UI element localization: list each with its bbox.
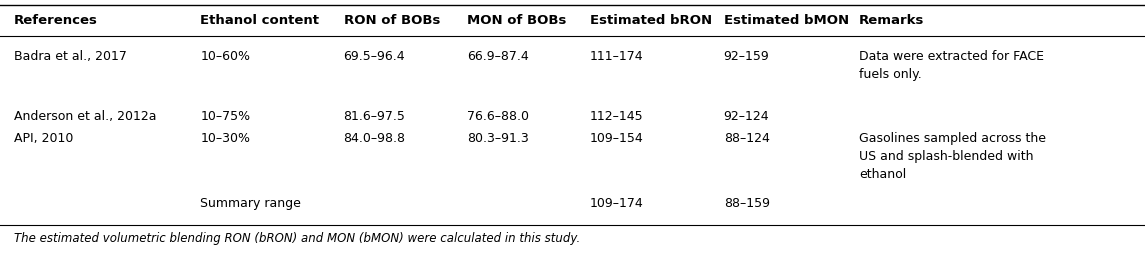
- Text: Remarks: Remarks: [859, 14, 924, 27]
- Text: Gasolines sampled across the
US and splash-blended with
ethanol: Gasolines sampled across the US and spla…: [859, 132, 1045, 181]
- Text: References: References: [14, 14, 97, 27]
- Text: 109–154: 109–154: [590, 132, 643, 145]
- Text: 112–145: 112–145: [590, 110, 643, 123]
- Text: 81.6–97.5: 81.6–97.5: [344, 110, 405, 123]
- Text: 88–124: 88–124: [724, 132, 769, 145]
- Text: 10–60%: 10–60%: [200, 50, 251, 63]
- Text: Ethanol content: Ethanol content: [200, 14, 319, 27]
- Text: The estimated volumetric blending RON (bRON) and MON (bMON) were calculated in t: The estimated volumetric blending RON (b…: [14, 232, 581, 245]
- Text: MON of BOBs: MON of BOBs: [467, 14, 567, 27]
- Text: Anderson et al., 2012a: Anderson et al., 2012a: [14, 110, 156, 123]
- Text: 80.3–91.3: 80.3–91.3: [467, 132, 529, 145]
- Text: 10–75%: 10–75%: [200, 110, 251, 123]
- Text: Estimated bRON: Estimated bRON: [590, 14, 712, 27]
- Text: Badra et al., 2017: Badra et al., 2017: [14, 50, 127, 63]
- Text: Data were extracted for FACE
fuels only.: Data were extracted for FACE fuels only.: [859, 50, 1044, 81]
- Text: 92–124: 92–124: [724, 110, 769, 123]
- Text: 111–174: 111–174: [590, 50, 643, 63]
- Text: Estimated bMON: Estimated bMON: [724, 14, 848, 27]
- Text: 92–159: 92–159: [724, 50, 769, 63]
- Text: 10–30%: 10–30%: [200, 132, 251, 145]
- Text: 84.0–98.8: 84.0–98.8: [344, 132, 405, 145]
- Text: API, 2010: API, 2010: [14, 132, 73, 145]
- Text: 109–174: 109–174: [590, 197, 643, 210]
- Text: 76.6–88.0: 76.6–88.0: [467, 110, 529, 123]
- Text: 66.9–87.4: 66.9–87.4: [467, 50, 529, 63]
- Text: 88–159: 88–159: [724, 197, 769, 210]
- Text: Summary range: Summary range: [200, 197, 301, 210]
- Text: RON of BOBs: RON of BOBs: [344, 14, 440, 27]
- Text: 69.5–96.4: 69.5–96.4: [344, 50, 405, 63]
